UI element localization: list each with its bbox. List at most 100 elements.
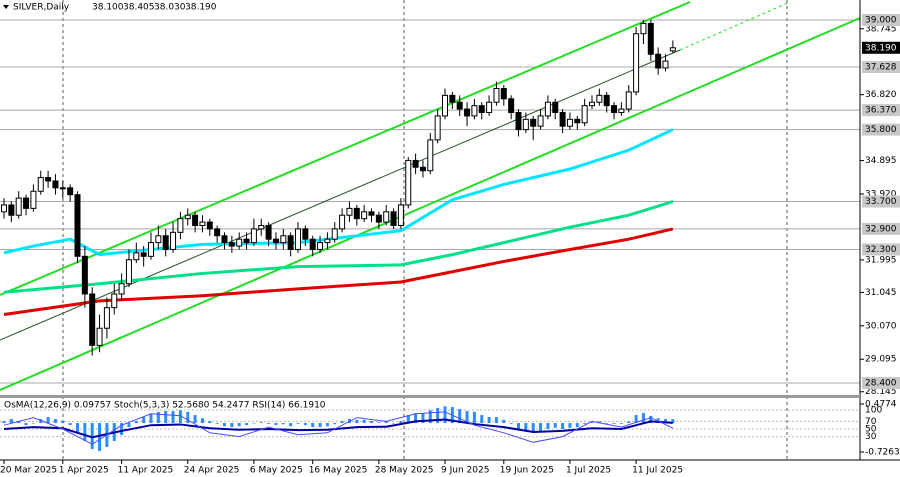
- osma-bar: [517, 423, 520, 430]
- candle-body: [669, 47, 676, 52]
- candle-body: [96, 327, 103, 346]
- moving-average: [3, 128, 674, 257]
- candle-body: [170, 231, 177, 250]
- candle-body: [449, 94, 456, 103]
- osma-bar: [605, 423, 609, 424]
- osma-bar: [186, 411, 190, 424]
- x-tick-label: 20 Mar 2025: [0, 466, 57, 476]
- osma-bar: [539, 423, 543, 432]
- level-label: 33.700: [865, 197, 897, 207]
- osma-bar: [553, 423, 557, 428]
- y-tick-label: 29.095: [865, 355, 897, 365]
- osma-bar: [252, 423, 256, 424]
- candle-body: [236, 238, 243, 247]
- candle-body: [633, 33, 640, 93]
- osma-bar: [142, 417, 146, 424]
- osma-bar: [634, 415, 638, 424]
- candle-body: [37, 177, 44, 192]
- candle-body: [258, 224, 265, 230]
- osma-bar: [223, 423, 226, 427]
- osma-bar: [245, 423, 249, 426]
- oscillator-line: [3, 411, 674, 445]
- osma-bar: [671, 419, 675, 424]
- candle-body: [427, 139, 434, 172]
- ohlc-high: 38.405: [123, 3, 155, 13]
- osma-bar: [472, 411, 476, 424]
- candle-body: [30, 190, 37, 209]
- candle-body: [81, 255, 88, 295]
- level-label-box: [862, 377, 900, 390]
- level-label: 39.000: [865, 16, 897, 26]
- candle-body: [471, 105, 478, 117]
- candle-body: [214, 228, 221, 237]
- candle-body: [493, 88, 500, 103]
- y-tick-label: 31.995: [865, 255, 897, 265]
- candle-body: [243, 238, 250, 244]
- candle-body: [375, 214, 382, 223]
- osma-bar: [2, 421, 6, 424]
- osc-tick-label: 50: [865, 425, 877, 435]
- osma-bar: [370, 421, 373, 424]
- channel-upper: [0, 1, 691, 296]
- menu-arrow[interactable]: [3, 5, 9, 9]
- level-label: 35.800: [865, 125, 897, 135]
- osma-bar: [215, 423, 219, 424]
- candle-body: [192, 214, 199, 226]
- ohlc-open: 38.100: [92, 3, 124, 13]
- level-label-box: [862, 222, 900, 235]
- candle-body: [603, 94, 610, 107]
- level-label: 36.370: [865, 106, 897, 116]
- candle-body: [618, 108, 625, 113]
- x-tick-label: 24 Apr 2025: [184, 466, 240, 476]
- candle-body: [67, 187, 74, 196]
- candle-body: [184, 214, 191, 220]
- candle-body: [383, 211, 390, 223]
- candle-body: [434, 115, 441, 141]
- osma-bar: [436, 407, 440, 424]
- candle-body: [8, 204, 15, 216]
- level-label-box: [862, 123, 900, 136]
- osma-bar: [46, 417, 50, 424]
- channel-lower: [0, 17, 861, 391]
- candle-body: [331, 228, 338, 240]
- x-tick-label: 19 Jun 2025: [500, 466, 554, 476]
- osma-bar: [90, 423, 94, 449]
- osma-bar: [311, 423, 315, 428]
- osma-bar: [178, 410, 182, 424]
- candle-body: [339, 214, 346, 230]
- candle-body: [581, 105, 588, 124]
- osma-bar: [487, 417, 491, 424]
- ohlc-low: 38.030: [154, 3, 186, 13]
- osma-bar: [237, 423, 241, 427]
- candle-body: [464, 108, 471, 117]
- y-tick-label: 38.745: [865, 24, 897, 34]
- candle-body: [552, 101, 559, 113]
- osma-tick-label: -0.72638: [865, 448, 900, 458]
- osma-bar: [428, 410, 432, 424]
- osma-bar: [377, 422, 381, 424]
- candle-body: [478, 105, 485, 113]
- osma-bar: [641, 413, 645, 424]
- candle-body: [287, 235, 294, 250]
- candle-body: [544, 101, 551, 117]
- osma-bar: [259, 422, 263, 424]
- candle-body: [508, 98, 515, 113]
- candle-body: [412, 159, 419, 168]
- osma-bar: [230, 423, 234, 428]
- osma-bar: [296, 423, 300, 424]
- osma-bar: [289, 423, 293, 427]
- moving-average: [3, 200, 674, 294]
- candle-body: [456, 101, 463, 110]
- y-tick-label: 33.920: [865, 189, 897, 199]
- osma-bar: [171, 411, 175, 424]
- candle-body: [206, 221, 213, 230]
- level-label-box: [862, 14, 900, 27]
- candle-body: [177, 218, 184, 233]
- candle-body: [647, 22, 654, 55]
- y-tick-label: 36.820: [865, 90, 897, 100]
- x-tick-label: 16 May 2025: [309, 466, 368, 476]
- candle-body: [397, 204, 404, 226]
- x-tick-label: 6 May 2025: [250, 466, 303, 476]
- candle-body: [390, 211, 397, 226]
- osma-bar: [619, 423, 623, 424]
